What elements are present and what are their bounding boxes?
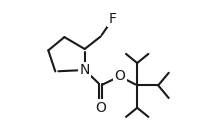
Text: O: O	[114, 69, 125, 83]
Text: F: F	[109, 12, 117, 26]
Text: N: N	[80, 63, 90, 77]
Text: O: O	[95, 101, 106, 115]
